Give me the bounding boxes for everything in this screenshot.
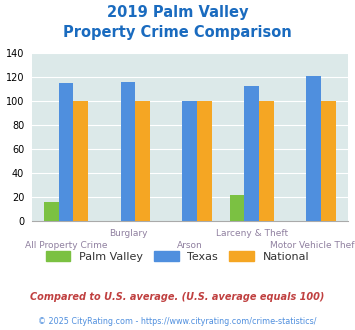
Text: Arson: Arson	[177, 241, 203, 250]
Bar	[245, 86, 259, 221]
Bar	[197, 101, 212, 221]
Legend: Palm Valley, Texas, National: Palm Valley, Texas, National	[41, 247, 314, 267]
Text: Compared to U.S. average. (U.S. average equals 100): Compared to U.S. average. (U.S. average …	[30, 292, 325, 302]
Bar	[182, 101, 197, 221]
Text: Burglary: Burglary	[109, 229, 147, 238]
Bar	[59, 83, 73, 221]
Bar	[73, 101, 88, 221]
Bar	[259, 101, 274, 221]
Text: © 2025 CityRating.com - https://www.cityrating.com/crime-statistics/: © 2025 CityRating.com - https://www.city…	[38, 317, 317, 326]
Bar	[306, 76, 321, 221]
Text: Larceny & Theft: Larceny & Theft	[216, 229, 288, 238]
Text: Property Crime Comparison: Property Crime Comparison	[63, 25, 292, 40]
Text: 2019 Palm Valley: 2019 Palm Valley	[107, 5, 248, 20]
Bar	[230, 195, 245, 221]
Bar	[44, 202, 59, 221]
Text: All Property Crime: All Property Crime	[25, 241, 107, 250]
Bar	[121, 82, 135, 221]
Bar	[321, 101, 336, 221]
Bar	[135, 101, 150, 221]
Text: Motor Vehicle Theft: Motor Vehicle Theft	[270, 241, 355, 250]
